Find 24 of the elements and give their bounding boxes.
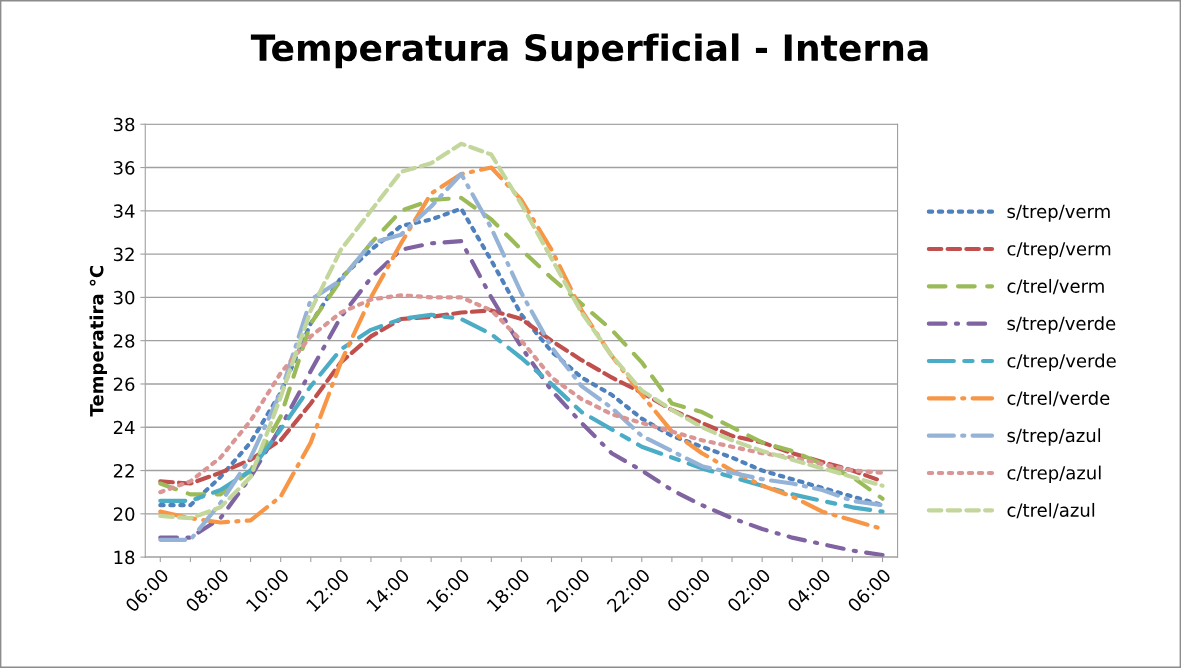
y-tick-label: 36	[113, 160, 135, 175]
y-tick-label: 28	[113, 334, 135, 348]
line-series	[158, 239, 885, 558]
legend-label: c/trel/verde	[1007, 390, 1110, 407]
y-tick-label: 26	[113, 377, 135, 392]
chart-title: Temperatura Superficial - Interna	[250, 33, 928, 69]
y-tick-label: 38	[113, 117, 135, 132]
legend-label: s/trep/azul	[1007, 428, 1101, 446]
legend-label: c/trel/verm	[1007, 278, 1104, 295]
legend-label: c/trep/azul	[1007, 465, 1101, 484]
line-series	[158, 312, 885, 514]
y-tick-label: 22	[113, 464, 134, 478]
y-axis-title: Temperatira °C	[89, 265, 108, 417]
y-tick-label: 18	[114, 550, 135, 565]
y-tick-label: 30	[113, 290, 135, 305]
legend-label: s/trep/verde	[1007, 316, 1116, 334]
y-tick-label: 24	[113, 420, 135, 435]
legend-label: s/trep/verm	[1007, 204, 1110, 222]
legend-label: c/trep/verde	[1007, 353, 1116, 372]
legend-label: c/trel/azul	[1007, 502, 1095, 519]
y-tick-label: 32	[113, 247, 134, 262]
y-tick-label: 20	[113, 507, 135, 521]
legend-label: c/trep/verm	[1007, 242, 1111, 260]
y-tick-label: 34	[113, 204, 135, 218]
